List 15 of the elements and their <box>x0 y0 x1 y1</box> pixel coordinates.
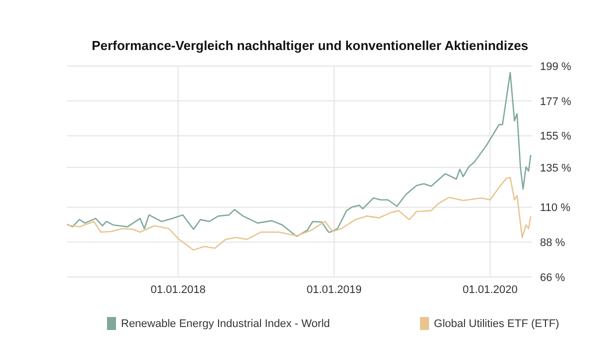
y-tick-label: 88 % <box>540 237 566 250</box>
y-tick-label: 66 % <box>540 272 566 284</box>
x-tick-label: 01.01.2020 <box>462 284 518 296</box>
y-tick-label: 155 % <box>540 130 572 143</box>
line-series <box>67 176 532 251</box>
x-tick-label: 01.01.2018 <box>150 284 206 296</box>
line-series <box>67 72 532 238</box>
y-tick-label: 199 % <box>540 60 572 73</box>
y-tick-label: 110 % <box>540 202 571 214</box>
y-tick-label: 177 % <box>540 96 572 108</box>
legend-label: Global Utilities ETF (ETF) <box>434 318 560 330</box>
y-tick-label: 135 % <box>540 162 572 174</box>
chart-title: Performance-Vergleich nachhaltiger und konventioneller Aktienindizes <box>90 37 530 55</box>
x-tick-label: 01.01.2019 <box>306 284 362 296</box>
legend-label: Renewable Energy Industrial Index - World <box>121 318 330 330</box>
